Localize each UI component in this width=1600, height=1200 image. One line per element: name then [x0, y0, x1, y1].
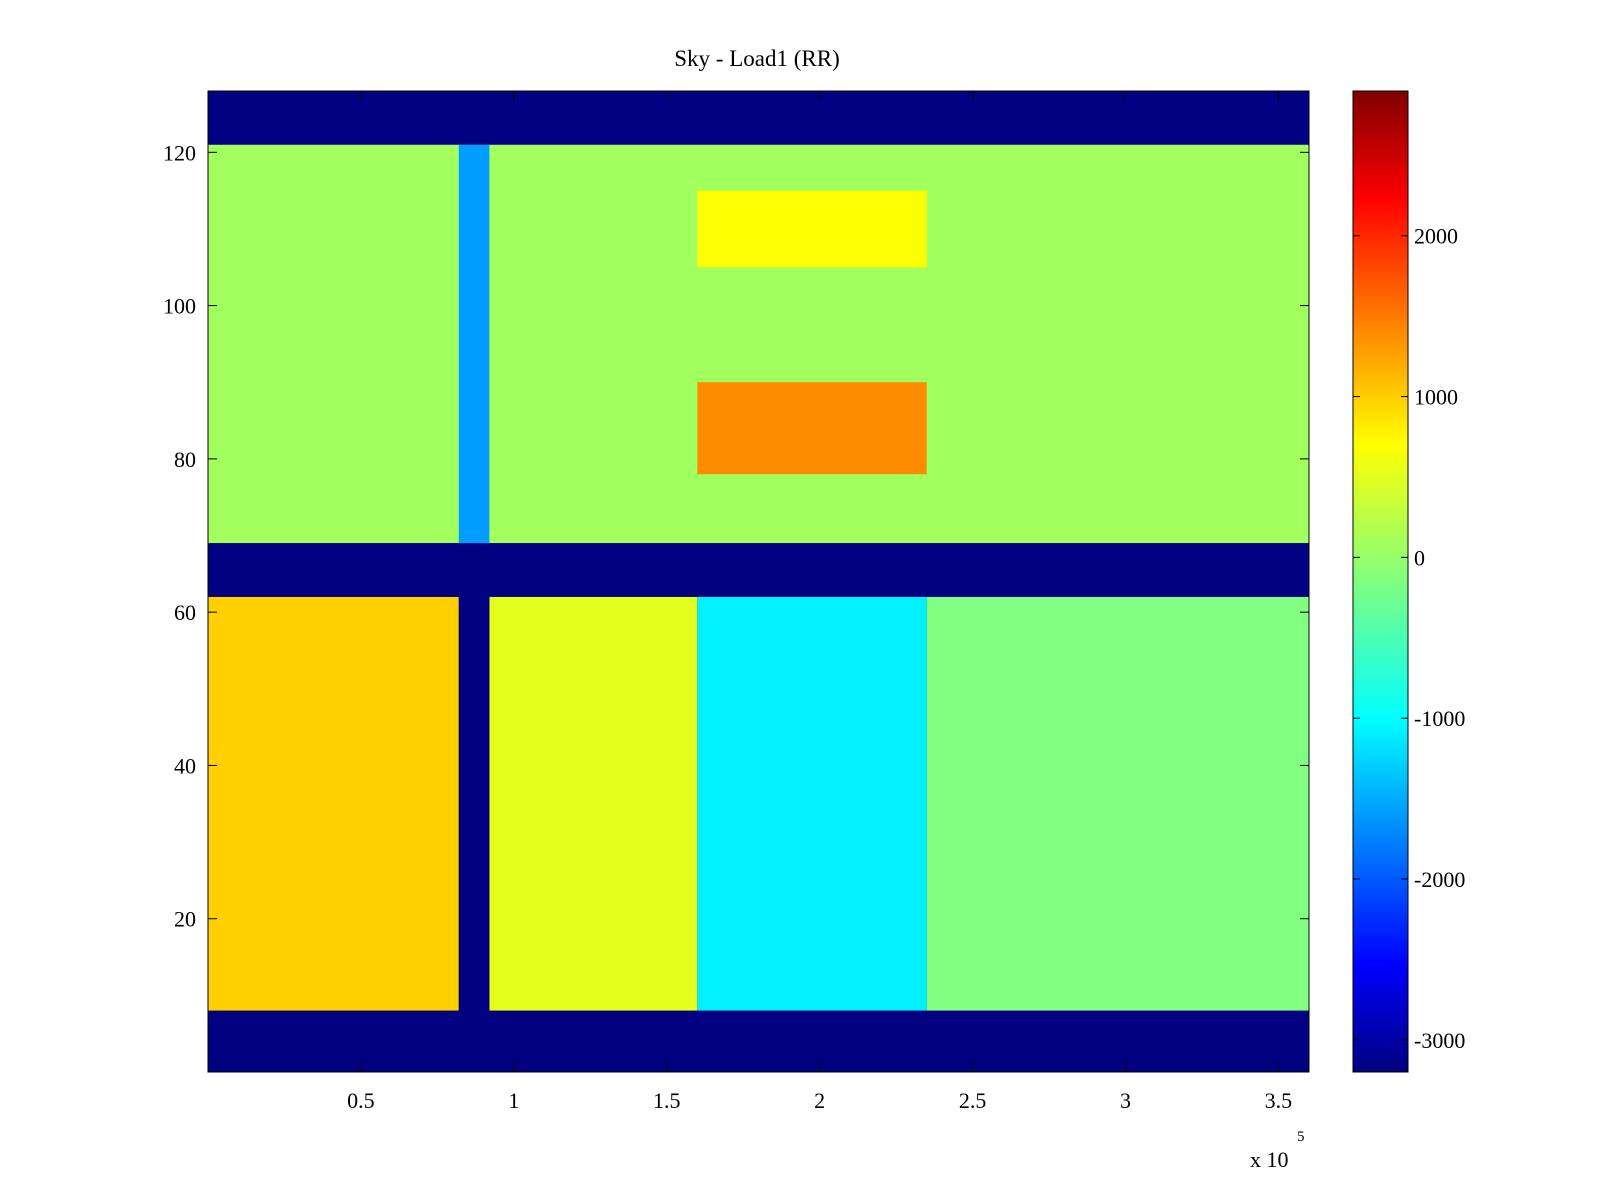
colorbar-tick-label: 0 — [1414, 545, 1425, 570]
x-tick-label: 0.5 — [347, 1088, 375, 1113]
y-tick-label: 120 — [163, 140, 196, 165]
y-tick-label: 60 — [174, 600, 196, 625]
heatmap-region — [697, 382, 927, 475]
heatmap-region — [697, 596, 927, 1011]
colorbar-tick-label: -1000 — [1414, 706, 1465, 731]
colorbar-tick-label: -3000 — [1414, 1028, 1465, 1053]
colorbar-axis: 2000 1000 0 -1000 -2000 -3000 — [1353, 224, 1465, 1053]
heatmap-region — [208, 596, 459, 1011]
x-tick-label: 1 — [508, 1088, 519, 1113]
heatmap-region — [489, 596, 698, 1011]
plot-frame — [207, 90, 1310, 1073]
x-axis: 0.5 1 1.5 2 2.5 3 3.5 — [347, 91, 1292, 1113]
y-axis: 20 40 60 80 100 120 — [163, 140, 1309, 932]
colorbar-tick-label: 1000 — [1414, 385, 1458, 410]
plot-area — [208, 91, 1309, 1072]
y-tick-label: 20 — [174, 907, 196, 932]
x-tick-label: 3 — [1120, 1088, 1131, 1113]
masked-column-band — [458, 596, 490, 1011]
y-tick-label: 100 — [163, 294, 196, 319]
y-tick-label: 40 — [174, 753, 196, 778]
colorbar — [1352, 90, 1409, 1073]
heatmap-region — [458, 144, 490, 544]
masked-row-band — [208, 91, 1309, 145]
masked-row-band — [208, 543, 1309, 597]
colorbar-tick-label: -2000 — [1414, 867, 1465, 892]
chart-title: Sky - Load1 (RR) — [674, 46, 839, 71]
x-tick-label: 3.5 — [1265, 1088, 1293, 1113]
x-tick-label: 2 — [814, 1088, 825, 1113]
x-tick-label: 2.5 — [959, 1088, 987, 1113]
heatmap-region — [697, 190, 927, 268]
x-exponent-power: 5 — [1297, 1129, 1305, 1145]
x-tick-label: 1.5 — [653, 1088, 681, 1113]
x-exponent-label: x 10 — [1250, 1147, 1289, 1172]
masked-row-band — [208, 1010, 1309, 1072]
heatmap-region — [926, 596, 1309, 1011]
colorbar-tick-label: 2000 — [1414, 224, 1458, 249]
y-tick-label: 80 — [174, 447, 196, 472]
